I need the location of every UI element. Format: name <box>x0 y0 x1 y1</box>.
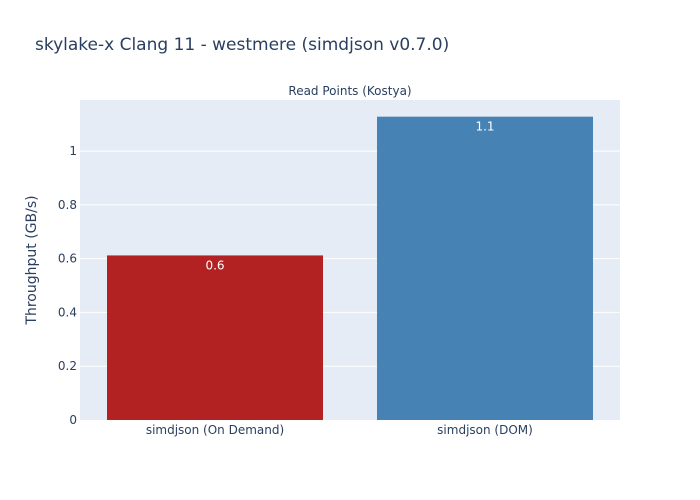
subplot-title: Read Points (Kostya) <box>288 84 411 98</box>
y-tick-label: 0.4 <box>58 305 77 319</box>
y-axis-ticks: 0 0.2 0.4 0.6 0.8 1 <box>58 144 77 427</box>
bar-data-labels: 0.6 1.1 <box>205 120 494 273</box>
y-tick-label: 0.2 <box>58 359 77 373</box>
bars <box>107 116 593 420</box>
bar[interactable] <box>377 116 593 420</box>
x-tick-label: simdjson (DOM) <box>437 423 533 437</box>
bar-data-label: 1.1 <box>475 120 494 134</box>
y-axis-title: Throughput (GB/s) <box>24 195 40 325</box>
bar-data-label: 0.6 <box>205 258 224 272</box>
x-tick-label: simdjson (On Demand) <box>146 423 284 437</box>
y-tick-label: 1 <box>69 144 77 158</box>
y-tick-label: 0.6 <box>58 252 77 266</box>
y-tick-label: 0.8 <box>58 198 77 212</box>
chart-title: skylake-x Clang 11 - westmere (simdjson … <box>35 35 449 55</box>
y-tick-label: 0 <box>69 413 77 427</box>
bar[interactable] <box>107 255 323 420</box>
x-axis-ticks: simdjson (On Demand) simdjson (DOM) <box>146 423 533 437</box>
